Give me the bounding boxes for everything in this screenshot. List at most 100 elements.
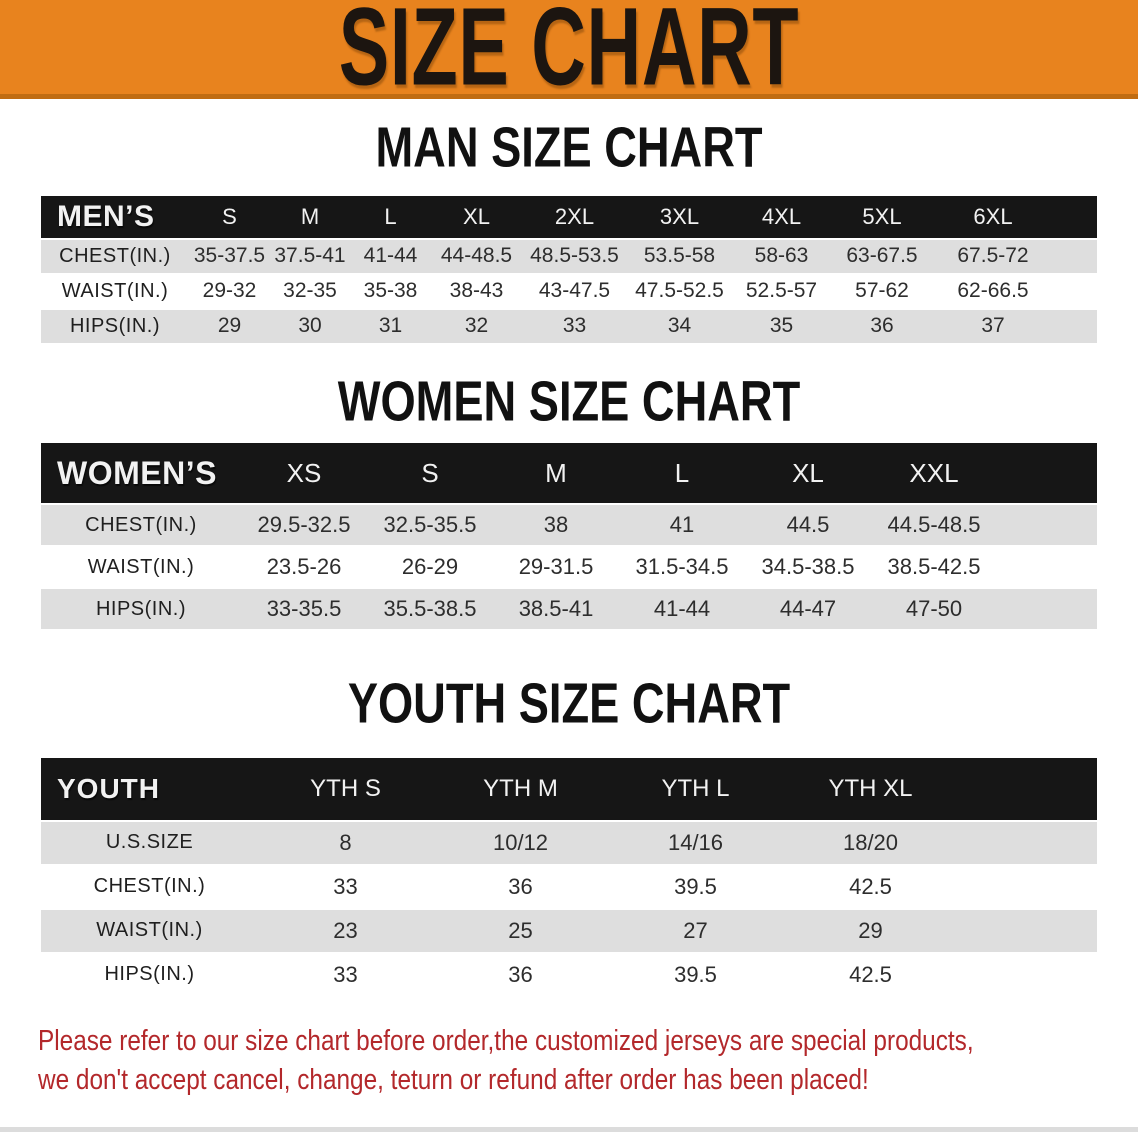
women-hips-row: HIPS(IN.) 33-35.5 35.5-38.5 38.5-41 41-4… bbox=[41, 589, 1097, 630]
youth-heading: YOUTH SIZE CHART bbox=[347, 672, 791, 736]
value-cell: 62-66.5 bbox=[933, 274, 1053, 308]
value-cell: 39.5 bbox=[608, 953, 783, 996]
men-size-table: MEN’S S M L XL 2XL 3XL 4XL 5XL 6XL CHEST… bbox=[41, 194, 1097, 345]
value-cell: 30 bbox=[270, 309, 350, 343]
men-header-row: MEN’S S M L XL 2XL 3XL 4XL 5XL 6XL bbox=[41, 195, 1097, 238]
value-cell: 27 bbox=[608, 909, 783, 952]
value-cell: 44.5 bbox=[745, 505, 871, 546]
spacer-cell bbox=[958, 821, 1097, 864]
men-chest-row: CHEST(IN.) 35-37.5 37.5-41 41-44 44-48.5… bbox=[41, 239, 1097, 273]
value-cell: 33 bbox=[522, 309, 627, 343]
value-cell: 14/16 bbox=[608, 821, 783, 864]
women-section: WOMEN SIZE CHART WOMEN’S XS S M L XL XXL bbox=[0, 370, 1138, 632]
women-col-xxl: XXL bbox=[871, 443, 997, 504]
value-cell: 31 bbox=[350, 309, 431, 343]
value-cell: 38.5-42.5 bbox=[871, 547, 997, 588]
value-cell: 32.5-35.5 bbox=[367, 505, 493, 546]
value-cell: 48.5-53.5 bbox=[522, 239, 627, 273]
row-label-cell: HIPS(IN.) bbox=[41, 589, 241, 630]
value-cell: 29-32 bbox=[189, 274, 270, 308]
row-label-cell: WAIST(IN.) bbox=[41, 547, 241, 588]
value-cell: 35-38 bbox=[350, 274, 431, 308]
row-label-cell: HIPS(IN.) bbox=[41, 953, 258, 996]
value-cell: 32 bbox=[431, 309, 522, 343]
value-cell: 33 bbox=[258, 865, 433, 908]
youth-hips-row: HIPS(IN.) 33 36 39.5 42.5 bbox=[41, 953, 1097, 996]
value-cell: 35 bbox=[732, 309, 831, 343]
spacer-cell bbox=[997, 505, 1097, 546]
spacer-cell bbox=[997, 547, 1097, 588]
value-cell: 43-47.5 bbox=[522, 274, 627, 308]
youth-section: YOUTH SIZE CHART YOUTH YTH S YTH M YTH L… bbox=[0, 672, 1138, 998]
disclaimer-line-1: Please refer to our size chart before or… bbox=[38, 1024, 974, 1057]
value-cell: 23.5-26 bbox=[241, 547, 367, 588]
youth-ussize-row: U.S.SIZE 8 10/12 14/16 18/20 bbox=[41, 821, 1097, 864]
spacer-cell bbox=[958, 909, 1097, 952]
spacer-cell bbox=[1053, 274, 1097, 308]
value-cell: 33 bbox=[258, 953, 433, 996]
row-label-cell: WAIST(IN.) bbox=[41, 909, 258, 952]
value-cell: 58-63 bbox=[732, 239, 831, 273]
value-cell: 38 bbox=[493, 505, 619, 546]
women-table-label: WOMEN’S bbox=[41, 443, 241, 504]
value-cell: 39.5 bbox=[608, 865, 783, 908]
youth-waist-row: WAIST(IN.) 23 25 27 29 bbox=[41, 909, 1097, 952]
women-waist-row: WAIST(IN.) 23.5-26 26-29 29-31.5 31.5-34… bbox=[41, 547, 1097, 588]
value-cell: 47-50 bbox=[871, 589, 997, 630]
value-cell: 42.5 bbox=[783, 953, 958, 996]
youth-chest-row: CHEST(IN.) 33 36 39.5 42.5 bbox=[41, 865, 1097, 908]
row-label-cell: CHEST(IN.) bbox=[41, 239, 189, 273]
value-cell: 18/20 bbox=[783, 821, 958, 864]
men-col-5xl: 5XL bbox=[831, 195, 933, 238]
women-heading: WOMEN SIZE CHART bbox=[337, 370, 801, 433]
youth-size-table: YOUTH YTH S YTH M YTH L YTH XL U.S.SIZE … bbox=[41, 756, 1097, 998]
value-cell: 38.5-41 bbox=[493, 589, 619, 630]
spacer-cell bbox=[958, 757, 1097, 820]
value-cell: 26-29 bbox=[367, 547, 493, 588]
value-cell: 36 bbox=[433, 865, 608, 908]
women-chest-row: CHEST(IN.) 29.5-32.5 32.5-35.5 38 41 44.… bbox=[41, 505, 1097, 546]
women-col-l: L bbox=[619, 443, 745, 504]
youth-col-xl: YTH XL bbox=[783, 757, 958, 820]
value-cell: 41-44 bbox=[619, 589, 745, 630]
men-col-2xl: 2XL bbox=[522, 195, 627, 238]
women-col-xl: XL bbox=[745, 443, 871, 504]
men-col-3xl: 3XL bbox=[627, 195, 732, 238]
value-cell: 37.5-41 bbox=[270, 239, 350, 273]
men-col-xl: XL bbox=[431, 195, 522, 238]
value-cell: 42.5 bbox=[783, 865, 958, 908]
value-cell: 35.5-38.5 bbox=[367, 589, 493, 630]
youth-col-l: YTH L bbox=[608, 757, 783, 820]
banner: SIZE CHART bbox=[0, 0, 1138, 102]
value-cell: 34 bbox=[627, 309, 732, 343]
men-col-6xl: 6XL bbox=[933, 195, 1053, 238]
row-label-cell: HIPS(IN.) bbox=[41, 309, 189, 343]
value-cell: 23 bbox=[258, 909, 433, 952]
spacer-cell bbox=[997, 443, 1097, 504]
disclaimer: Please refer to our size chart before or… bbox=[0, 1022, 1138, 1100]
value-cell: 67.5-72 bbox=[933, 239, 1053, 273]
value-cell: 37 bbox=[933, 309, 1053, 343]
women-size-table: WOMEN’S XS S M L XL XXL CHEST(IN.) 29.5-… bbox=[41, 441, 1097, 631]
women-header-row: WOMEN’S XS S M L XL XXL bbox=[41, 443, 1097, 504]
men-col-m: M bbox=[270, 195, 350, 238]
youth-header-row: YOUTH YTH S YTH M YTH L YTH XL bbox=[41, 757, 1097, 820]
disclaimer-line-2: we don't accept cancel, change, teturn o… bbox=[38, 1063, 869, 1096]
value-cell: 35-37.5 bbox=[189, 239, 270, 273]
row-label-cell: WAIST(IN.) bbox=[41, 274, 189, 308]
value-cell: 10/12 bbox=[433, 821, 608, 864]
value-cell: 53.5-58 bbox=[627, 239, 732, 273]
men-col-l: L bbox=[350, 195, 431, 238]
value-cell: 8 bbox=[258, 821, 433, 864]
value-cell: 44.5-48.5 bbox=[871, 505, 997, 546]
spacer-cell bbox=[997, 589, 1097, 630]
value-cell: 31.5-34.5 bbox=[619, 547, 745, 588]
women-col-s: S bbox=[367, 443, 493, 504]
value-cell: 44-47 bbox=[745, 589, 871, 630]
value-cell: 25 bbox=[433, 909, 608, 952]
value-cell: 29.5-32.5 bbox=[241, 505, 367, 546]
spacer-cell bbox=[958, 865, 1097, 908]
row-label-cell: CHEST(IN.) bbox=[41, 505, 241, 546]
value-cell: 29-31.5 bbox=[493, 547, 619, 588]
